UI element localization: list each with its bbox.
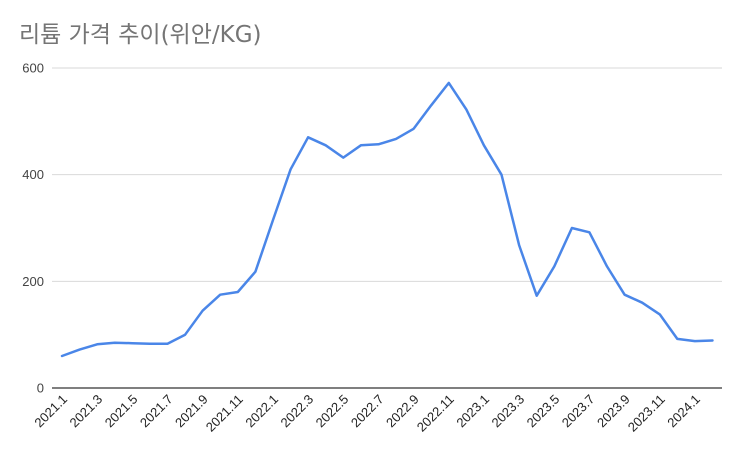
chart-title: 리튬 가격 추이(위안/KG) [19,22,262,48]
x-tick-label: 2023.3 [489,392,528,431]
x-tick-label: 2021.5 [102,392,141,431]
x-tick-label: 2023.5 [524,392,563,431]
y-tick-label: 600 [22,61,44,76]
x-axis-ticks: 2021.12021.32021.52021.72021.92021.11202… [31,392,703,435]
x-tick-label: 2022.5 [313,392,352,431]
x-tick-label: 2021.3 [67,392,106,431]
y-tick-label: 400 [22,167,44,182]
x-tick-label: 2022.11 [414,392,457,435]
x-tick-label: 2022.3 [278,392,317,431]
x-tick-label: 2023.1 [453,392,492,431]
y-axis-ticks: 0 200 400 600 [22,61,44,396]
x-tick-label: 2024.1 [664,392,703,431]
price-line-series [60,81,714,358]
x-tick-label: 2022.1 [242,392,281,431]
gridlines [52,67,722,282]
y-tick-label: 200 [22,274,44,289]
y-tick-label: 0 [37,381,44,396]
x-tick-label: 2023.7 [559,392,598,431]
x-tick-label: 2023.11 [625,392,668,435]
x-tick-label: 2022.7 [348,392,387,431]
x-tick-label: 2021.7 [137,392,176,431]
x-tick-label: 2021.1 [31,392,70,431]
x-tick-label: 2021.11 [203,392,246,435]
